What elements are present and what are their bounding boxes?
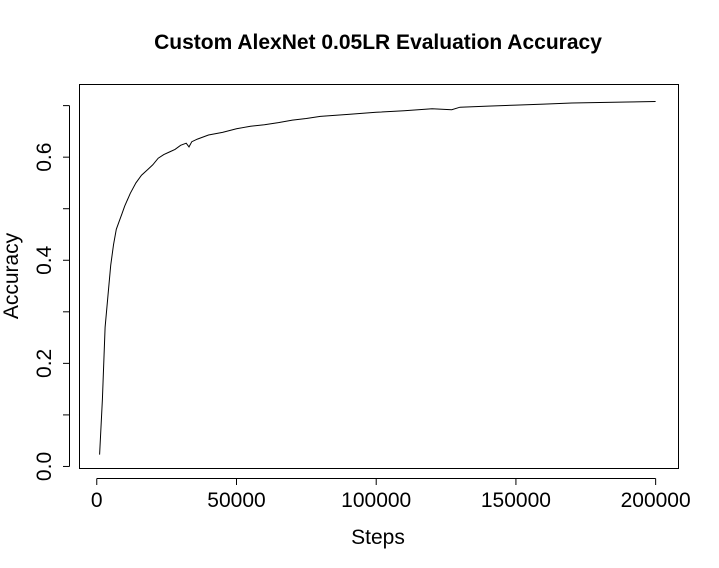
- x-tick-label: 50000: [207, 489, 265, 512]
- plot-frame: [79, 84, 679, 469]
- y-tick-label: 0.4: [33, 245, 56, 275]
- x-tick-label: 100000: [341, 489, 411, 512]
- y-axis-label: Accuracy: [0, 232, 23, 319]
- y-tick-label: 0.6: [33, 143, 56, 172]
- y-axis: 0.0 0.2 0.4 0.6: [33, 105, 70, 481]
- series-line-accuracy: [99, 101, 656, 455]
- chart-title: Custom AlexNet 0.05LR Evaluation Accurac…: [154, 31, 602, 54]
- series-group: [99, 101, 656, 455]
- x-tick-label: 200000: [621, 489, 691, 512]
- x-axis: 0 50000 100000 150000 200000: [91, 478, 691, 512]
- x-tick-label: 150000: [481, 489, 551, 512]
- y-tick-label: 0.2: [33, 349, 56, 378]
- y-tick-label: 0.0: [33, 452, 56, 481]
- x-axis-label: Steps: [351, 526, 405, 549]
- x-tick-label: 0: [91, 489, 103, 512]
